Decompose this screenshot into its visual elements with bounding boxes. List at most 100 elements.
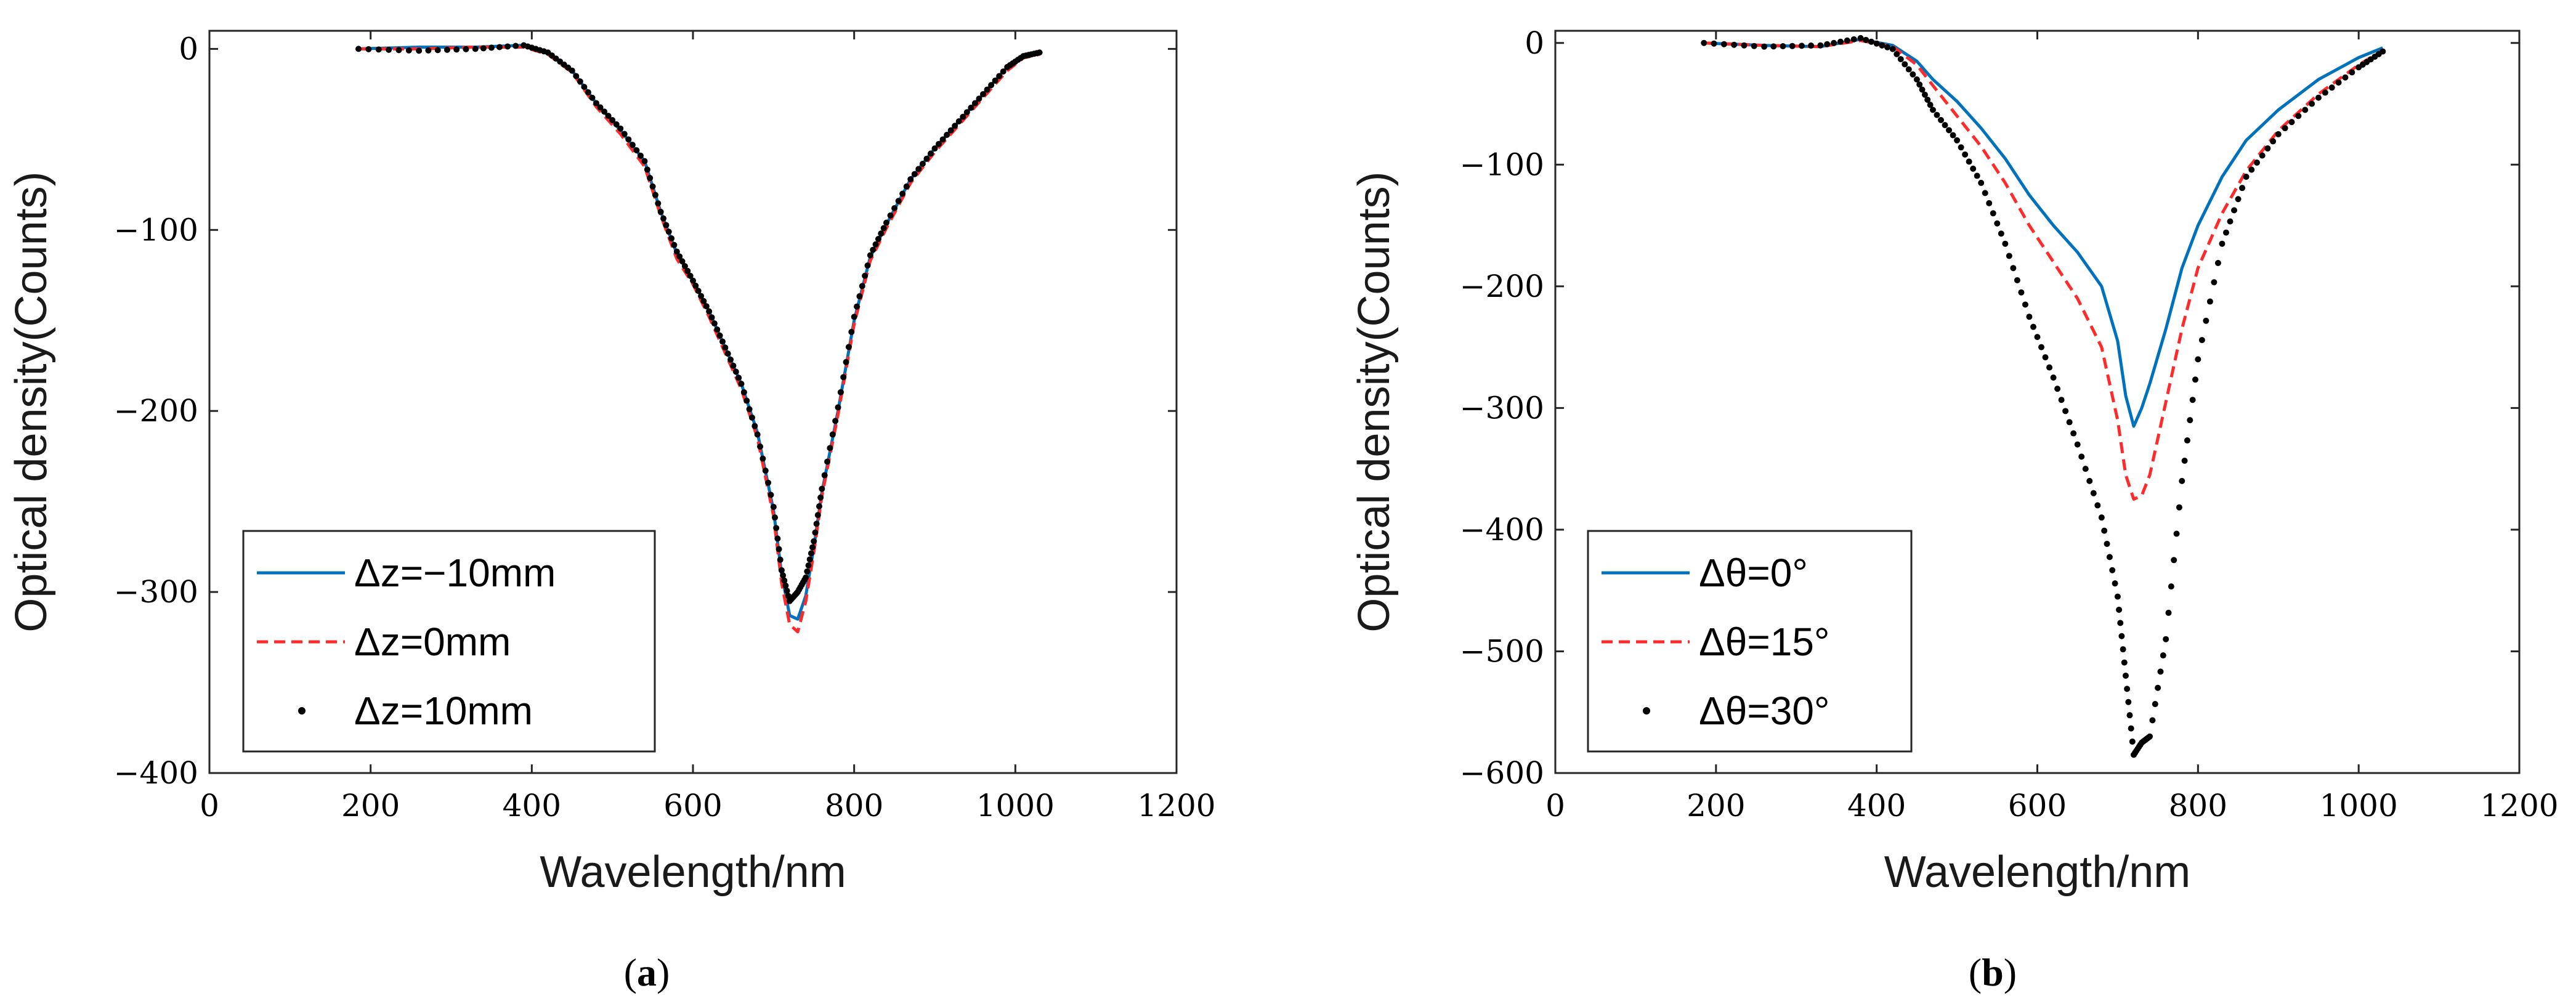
legend-marker-2 <box>1643 707 1650 715</box>
data-point <box>803 574 809 581</box>
data-point <box>2149 717 2156 724</box>
data-point <box>1824 41 1831 47</box>
data-point <box>2006 253 2012 259</box>
data-point <box>1982 190 1988 196</box>
data-point <box>629 142 636 148</box>
data-point <box>601 108 608 115</box>
data-point <box>872 241 879 248</box>
data-point <box>2168 583 2174 590</box>
data-point <box>2189 397 2196 403</box>
data-point <box>864 262 871 269</box>
data-point <box>2022 301 2028 308</box>
data-point <box>665 229 672 235</box>
data-point <box>848 328 855 335</box>
data-point <box>2070 430 2077 437</box>
x-tick-label: 0 <box>200 788 219 824</box>
y-tick-label: 0 <box>1525 25 1544 61</box>
data-point <box>1916 81 1923 88</box>
data-point <box>2128 725 2134 732</box>
data-point <box>657 208 664 215</box>
data-point <box>416 47 423 54</box>
data-point <box>2042 354 2049 361</box>
data-point <box>980 91 986 97</box>
data-point <box>1817 42 1824 49</box>
series-dots-2 <box>355 42 1043 604</box>
data-point <box>2098 514 2105 521</box>
data-point <box>992 77 998 84</box>
data-point <box>944 131 950 138</box>
x-tick-label: 200 <box>341 788 400 824</box>
data-point <box>984 86 990 93</box>
data-point <box>2121 659 2128 666</box>
data-point <box>1701 39 1707 46</box>
plot-area <box>355 42 1043 634</box>
data-point <box>2328 84 2335 91</box>
data-point <box>724 350 731 357</box>
data-point <box>891 205 898 212</box>
series-dots-2 <box>1701 34 2386 758</box>
data-point <box>668 235 675 242</box>
data-point <box>2243 174 2250 180</box>
data-point <box>2192 376 2198 383</box>
data-point <box>1962 151 1969 158</box>
data-point <box>2066 419 2073 426</box>
data-point <box>2342 74 2349 81</box>
data-point <box>2104 540 2110 547</box>
legend-label: Δz=−10mm <box>354 551 556 595</box>
data-point <box>2094 502 2101 509</box>
legend-label: Δθ=30° <box>1699 689 1830 733</box>
data-point <box>1905 66 1912 73</box>
data-point <box>2282 125 2288 132</box>
data-point <box>2155 684 2161 691</box>
data-point <box>2222 229 2229 236</box>
data-point <box>870 246 877 253</box>
data-point <box>754 431 761 438</box>
data-point <box>1761 43 1768 50</box>
data-point <box>829 431 836 438</box>
data-point <box>2090 490 2097 496</box>
data-point <box>759 455 766 462</box>
data-point <box>1731 41 1738 48</box>
data-point <box>2322 89 2328 96</box>
data-point <box>2380 48 2386 55</box>
data-point <box>1831 39 1837 46</box>
y-tick-label: −100 <box>1460 147 1544 182</box>
x-tick-label: 1000 <box>2320 788 2398 824</box>
data-point <box>814 512 821 519</box>
legend-label: Δθ=15° <box>1699 620 1830 664</box>
data-point <box>976 95 982 102</box>
data-point <box>1946 127 1953 134</box>
data-point <box>2335 79 2342 86</box>
data-point <box>706 308 713 315</box>
data-point <box>899 190 906 197</box>
data-point <box>2147 733 2153 740</box>
data-point <box>663 222 670 229</box>
data-point <box>773 525 780 532</box>
data-point <box>952 123 958 129</box>
data-point <box>2176 504 2182 511</box>
data-point <box>923 155 930 162</box>
data-point <box>2219 240 2226 247</box>
plot-area <box>1701 34 2386 758</box>
x-tick-label: 0 <box>1545 788 1565 824</box>
data-point <box>915 166 922 172</box>
data-point <box>2163 636 2169 642</box>
data-point <box>1741 42 1748 49</box>
data-point <box>695 288 702 294</box>
data-point <box>2231 207 2238 214</box>
x-tick-label: 200 <box>1687 788 1745 824</box>
data-point <box>1927 102 1934 108</box>
data-point <box>504 43 511 50</box>
panel-caption: (b) <box>1969 950 2017 994</box>
data-point <box>2198 337 2205 344</box>
data-point <box>2014 277 2020 283</box>
data-point <box>784 588 790 594</box>
panel-caption-open: ( <box>624 950 637 994</box>
data-point <box>1970 165 1977 172</box>
data-point <box>824 458 831 465</box>
data-point <box>1950 132 1956 139</box>
data-point <box>1994 220 2001 227</box>
data-point <box>743 397 750 404</box>
data-point <box>2239 185 2246 192</box>
data-point <box>845 344 852 350</box>
